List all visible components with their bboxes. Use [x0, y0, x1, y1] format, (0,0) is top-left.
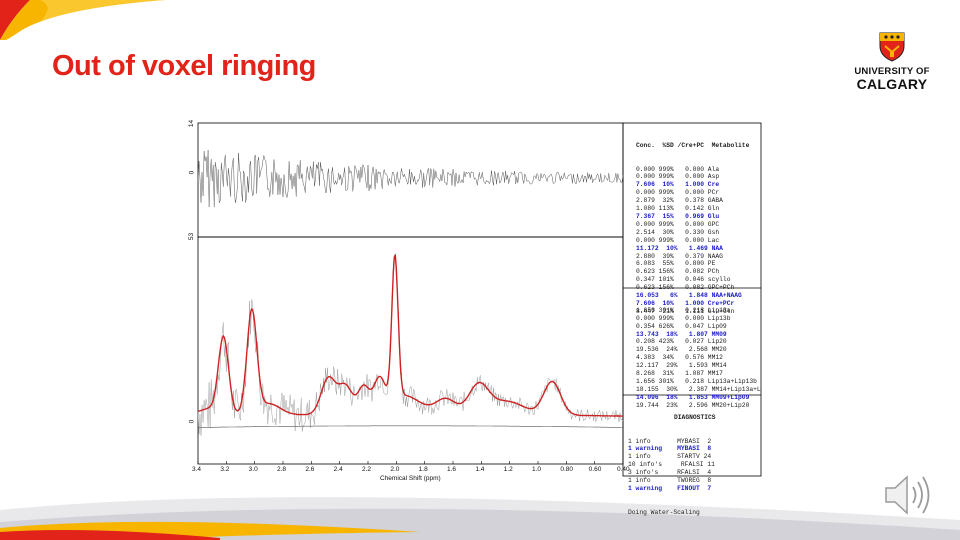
data-trace [197, 253, 624, 436]
x-tick-label: 3.2 [220, 466, 230, 473]
crest-icon [879, 32, 905, 62]
fit-trace [197, 253, 623, 417]
diagnostic-row: 1 info STARTV 24 [628, 453, 712, 461]
metabolite-row: 0.000 999% 0.000 Asp [636, 173, 720, 181]
x-tick-label: 2.0 [390, 466, 400, 473]
metabolite-row: 0.347 101% 0.046 scyllo [636, 276, 731, 284]
metabolite-row: 16.053 6% 1.848 NAA+NAAG [636, 292, 742, 300]
lipid-mm-row: 18.155 30% 2.387 MM14+Lip13a+L [636, 385, 761, 393]
metabolite-row: 0.623 156% 0.082 GPC+PCh [636, 284, 735, 292]
metabolite-row: 7.606 10% 1.000 Cre+PCr [636, 299, 735, 307]
metabolite-row: 0.000 999% 0.000 PCr [636, 189, 720, 197]
concentration-table: Conc. %SD /Cre+PC Metabolite 0.000 999% … [636, 126, 749, 332]
residual-trace [197, 149, 624, 208]
x-tick-label: 2.4 [333, 466, 343, 473]
lcmodel-figure: 14 0 53 0 3.4 3.2 3.0 2.8 2.6 2.4 2.2 2.0 1.8 1.6… [188, 118, 762, 516]
lipid-mm-row: 0.354 626% 0.047 Lip09 [636, 322, 727, 330]
metabolite-row: 8.447 21% 1.111 Glu+Gln [636, 307, 735, 315]
lipid-mm-row: 1.656 301% 0.218 Lip13a [636, 306, 731, 314]
lipid-mm-row: 19.536 24% 2.568 MM20 [636, 346, 727, 354]
x-tick-label: 2.2 [362, 466, 372, 473]
macromolecule-table: 1.656 301% 0.218 Lip13a 0.000 999% 0.000 … [636, 291, 761, 425]
x-tick-label: 1.6 [447, 466, 457, 473]
residual-panel-frame [197, 122, 624, 238]
x-tick-label: 3.0 [248, 466, 258, 473]
metabolite-row: 7.367 15% 0.969 Glu [636, 212, 720, 220]
metabolite-row: 0.000 999% 0.000 Ala [636, 165, 720, 173]
diagnostic-row: 10 info's RFALSI 11 [628, 461, 715, 469]
residual-tick-zero: 0 [188, 170, 196, 175]
diagnostic-row: 1 info TWOREG 8 [628, 477, 712, 485]
metabolite-row: 2.880 39% 0.379 NAAG [636, 252, 723, 260]
top-left-swoosh [0, 0, 165, 40]
slide-title: Out of voxel ringing [52, 50, 316, 82]
x-tick-label: 1.0 [532, 466, 542, 473]
logo-line-1: UNIVERSITY OF [854, 66, 930, 77]
table-frame [622, 122, 762, 477]
x-tick-label: 0.40 [617, 466, 630, 473]
diagnostic-row: 1 warning MYBASI 8 [628, 445, 712, 453]
x-tick-label: 2.6 [305, 466, 315, 473]
metabolite-row: 0.000 999% 0.000 GPC [636, 220, 720, 228]
lipid-mm-row: 0.208 423% 0.027 Lip20 [636, 338, 727, 346]
x-axis-label: Chemical Shift (ppm) [380, 475, 441, 482]
metabolite-row: 7.606 10% 1.000 Cre [636, 181, 720, 189]
logo-line-2: CALGARY [856, 76, 928, 92]
residual-tick-top: 14 [188, 119, 196, 128]
spectrum-plot [197, 122, 762, 477]
lipid-mm-row: 4.383 34% 0.576 MM12 [636, 354, 723, 362]
metabolite-row: 2.514 30% 0.330 Gsh [636, 228, 720, 236]
fit-panel-frame [197, 236, 624, 465]
x-tick-label: 1.2 [503, 466, 513, 473]
lipid-mm-row: 1.656 301% 0.218 Lip13a+Lip13b [636, 377, 757, 385]
x-tick-label: 1.4 [475, 466, 485, 473]
metabolite-row: 0.000 999% 0.000 Lac [636, 236, 720, 244]
metabolite-row: 6.083 55% 0.800 PE [636, 260, 716, 268]
x-tick-label: 0.60 [588, 466, 602, 473]
university-logo: UNIVERSITY OF CALGARY [852, 32, 932, 91]
metabolite-row: 11.172 10% 1.469 NAA [636, 244, 723, 252]
x-tick-label: 0.80 [560, 466, 573, 473]
bottom-swoosh [0, 497, 960, 540]
x-tick-label: 1.8 [418, 466, 428, 473]
lipid-mm-row: 8.268 31% 1.087 MM17 [636, 370, 723, 378]
table-header: Conc. %SD /Cre+PC Metabolite [636, 141, 750, 149]
lipid-mm-row: 0.000 999% 0.000 Lip13b [636, 314, 731, 322]
diagnostic-row: 3 info's RFALSI 4 [628, 469, 712, 477]
x-tick-label: 3.4 [192, 466, 202, 473]
speaker-icon[interactable] [880, 470, 938, 520]
metabolite-row: 0.623 156% 0.082 PCh [636, 268, 720, 276]
diagnostics-title: DIAGNOSTICS [674, 413, 716, 421]
fit-tick-zero: 0 [188, 419, 196, 424]
lipid-mm-row: 19.744 23% 2.596 MM20+Lip20 [636, 401, 750, 409]
lipid-mm-row: 13.743 18% 1.807 MM09 [636, 330, 727, 338]
lipid-mm-row: 14.096 18% 1.853 MM09+Lip09 [636, 393, 750, 401]
metabolite-row: 2.879 32% 0.378 GABA [636, 197, 723, 205]
fit-tick-top: 53 [188, 232, 196, 241]
x-tick-label: 2.8 [277, 466, 287, 473]
table-footer: Doing Water-Scaling [628, 508, 700, 516]
lipid-mm-row: 12.117 29% 1.593 MM14 [636, 362, 727, 370]
diagnostic-row: 1 warning FINOUT 7 [628, 484, 712, 492]
baseline-trace [198, 425, 623, 428]
metabolite-row: 1.080 113% 0.142 Gln [636, 205, 720, 213]
diagnostic-row: 1 info MYBASI 2 [628, 437, 712, 445]
